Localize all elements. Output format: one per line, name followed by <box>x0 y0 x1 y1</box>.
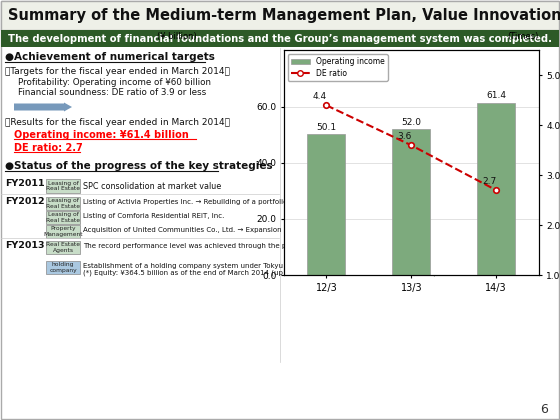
Bar <box>46 179 80 193</box>
Text: 52.0: 52.0 <box>402 118 421 127</box>
Text: 3.6: 3.6 <box>398 132 412 141</box>
Bar <box>46 225 80 238</box>
Bar <box>46 197 80 210</box>
Text: ●Status of the progress of the key strategies: ●Status of the progress of the key strat… <box>5 161 273 171</box>
Text: SPC consolidation at market value: SPC consolidation at market value <box>83 182 221 191</box>
Bar <box>477 102 515 275</box>
Text: Leasing of
Real Estate: Leasing of Real Estate <box>46 198 80 209</box>
Bar <box>392 129 431 275</box>
Text: 4.4: 4.4 <box>312 92 326 101</box>
Text: ＜Targets for the fiscal year ended in March 2014＞: ＜Targets for the fiscal year ended in Ma… <box>5 67 230 76</box>
Text: (¥ billion): (¥ billion) <box>157 32 196 42</box>
Text: Listing of Activia Properties Inc. → Rebuilding of a portfolio by selling assets: Listing of Activia Properties Inc. → Reb… <box>83 199 381 205</box>
Text: Operating income: ¥61.4 billion: Operating income: ¥61.4 billion <box>14 130 189 140</box>
Text: 6: 6 <box>540 403 548 416</box>
Bar <box>1 30 559 47</box>
FancyArrow shape <box>14 102 72 111</box>
Text: 50.1: 50.1 <box>316 123 337 132</box>
Text: Financial soundness: DE ratio of 3.9 or less: Financial soundness: DE ratio of 3.9 or … <box>18 88 206 97</box>
Text: FY2011: FY2011 <box>5 179 45 188</box>
Text: 2.7: 2.7 <box>482 177 497 186</box>
Text: Summary of the Medium-term Management Plan, Value Innovation 2013: Summary of the Medium-term Management Pl… <box>8 8 560 23</box>
Text: FY2013: FY2013 <box>5 241 44 250</box>
Text: Leasing of
Real Estate: Leasing of Real Estate <box>46 181 80 192</box>
Text: The record performance level was achieved through the provision of services cent: The record performance level was achieve… <box>83 243 524 249</box>
Text: FY2012: FY2012 <box>5 197 45 206</box>
Text: holding
company: holding company <box>49 262 77 273</box>
Text: The development of financial foundations and the Group’s management system was c: The development of financial foundations… <box>8 34 552 44</box>
Bar <box>46 211 80 224</box>
Text: Listing of Comforia Residential REIT, Inc.: Listing of Comforia Residential REIT, In… <box>83 213 225 219</box>
Text: Acquisition of United Communities Co., Ltd. → Expansion of management stock and : Acquisition of United Communities Co., L… <box>83 227 525 233</box>
Text: Property
Management: Property Management <box>43 226 83 237</box>
Text: 61.4: 61.4 <box>486 92 506 100</box>
Text: ●Achievement of numerical targets: ●Achievement of numerical targets <box>5 52 215 62</box>
Bar <box>46 261 80 274</box>
Bar <box>307 134 346 275</box>
Text: Establishment of a holding company system under Tokyu Fudosan Holdings Corporati: Establishment of a holding company syste… <box>83 263 436 276</box>
Bar <box>46 241 80 254</box>
Legend: Operating income, DE ratio: Operating income, DE ratio <box>288 54 388 81</box>
Text: Leasing of
Real Estate: Leasing of Real Estate <box>46 212 80 223</box>
Bar <box>1 1 559 30</box>
Text: ＜Results for the fiscal year ended in March 2014＞: ＜Results for the fiscal year ended in Ma… <box>5 118 230 127</box>
Text: DE ratio: 2.7: DE ratio: 2.7 <box>14 143 83 153</box>
Text: Real Estate
Agents: Real Estate Agents <box>46 242 80 253</box>
Text: Profitability: Operating income of ¥60 billion: Profitability: Operating income of ¥60 b… <box>18 78 211 87</box>
Text: (Times): (Times) <box>507 32 539 42</box>
